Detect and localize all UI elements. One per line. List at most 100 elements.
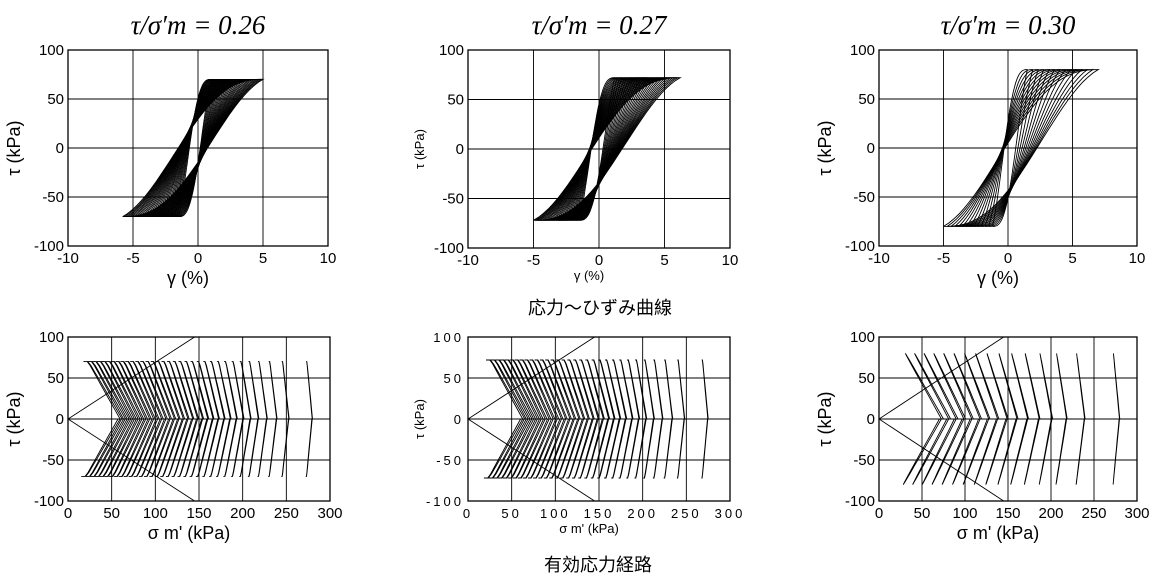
- x-tick-label: 0: [463, 506, 473, 521]
- stress-path-cycle: [247, 361, 260, 477]
- stress-path-cycle: [223, 361, 238, 477]
- stress-path-cycle: [643, 359, 655, 479]
- x-tick-label: 50: [501, 506, 521, 521]
- y-axis-label: τ (kPa): [815, 120, 835, 175]
- x-tick-label: -5: [937, 250, 950, 267]
- stress-path-cycle: [1055, 353, 1068, 485]
- y-axis-label: τ (kPa): [412, 399, 427, 439]
- y-axis-label: τ (kPa): [4, 391, 24, 446]
- x-tick-label: 50: [103, 505, 120, 522]
- x-tick-label: 250: [671, 506, 702, 521]
- y-tick-label: -100: [845, 493, 875, 510]
- y-tick-label: 100: [850, 329, 875, 346]
- y-tick-label: -100: [434, 240, 464, 257]
- failure-line-upper: [879, 337, 1005, 420]
- y-tick-label: -50: [853, 452, 875, 469]
- stress-path-cycle: [165, 361, 190, 477]
- stress-path-cycle: [538, 359, 568, 479]
- stress-path-cycle: [202, 361, 220, 477]
- x-tick-label: 0: [64, 505, 72, 522]
- y-axis-label: τ (kPa): [412, 129, 427, 169]
- plot-area: [943, 69, 1100, 227]
- stress-path-cycle: [572, 359, 595, 479]
- y-tick-label: 50: [47, 91, 64, 108]
- plot-area: [533, 77, 682, 221]
- y-tick-label: 0: [454, 412, 464, 427]
- stress-path-cycle: [183, 361, 205, 477]
- stress-path-cycle: [268, 361, 278, 477]
- y-tick-label: 100: [439, 42, 464, 59]
- stress-path-cycle: [154, 361, 181, 477]
- x-tick-label: -10: [868, 250, 890, 267]
- y-tick-label: 50: [444, 371, 464, 386]
- stress-path-cycle: [1112, 353, 1121, 485]
- stress-path-cycle: [584, 359, 605, 479]
- y-tick-label: -50: [853, 189, 875, 206]
- stress-path-cycle: [209, 361, 226, 477]
- y-tick-label: -100: [426, 494, 464, 509]
- stress-path-cycle: [483, 359, 526, 479]
- stress-path-cycle: [305, 361, 313, 477]
- stress-path-cycle: [160, 361, 186, 477]
- stress-path-cycle: [611, 359, 628, 479]
- stress-path-cycle: [488, 359, 529, 479]
- y-tick-label: 0: [56, 140, 64, 157]
- y-tick-label: 0: [56, 411, 64, 428]
- stress-path-cycle: [95, 361, 134, 477]
- stress-path-cycle: [962, 353, 991, 485]
- stress-path-cycle: [921, 353, 959, 485]
- x-tick-label: 250: [1081, 505, 1106, 522]
- stress-path-cycle: [912, 353, 951, 485]
- y-tick-label: 100: [39, 329, 64, 346]
- x-tick-label: -5: [527, 252, 540, 269]
- stress-path-cycle: [566, 359, 590, 479]
- y-tick-label: 50: [858, 91, 875, 108]
- y-tick-label: -100: [34, 238, 64, 255]
- stress-path-cycle: [560, 359, 586, 479]
- x-tick-label: 5: [660, 252, 668, 269]
- x-tick-label: -10: [457, 252, 479, 269]
- x-tick-label: 150: [995, 505, 1020, 522]
- stress-path-cycle: [104, 361, 141, 477]
- x-axis-label: γ (%): [574, 268, 604, 283]
- stress-path-cycle: [1010, 353, 1030, 485]
- x-tick-label: 300: [1124, 505, 1149, 522]
- stress-path-cycle: [527, 359, 560, 479]
- y-tick-label: -50: [436, 453, 464, 468]
- hysteresis-loop: [943, 69, 1100, 227]
- x-tick-label: 100: [952, 505, 977, 522]
- x-tick-label: -5: [126, 250, 139, 267]
- x-tick-label: 300: [317, 505, 342, 522]
- stress-path-cycle: [1023, 353, 1041, 485]
- stress-path-cycle: [113, 361, 148, 477]
- stress-path-cycle: [590, 359, 611, 479]
- stress-path-cycle: [498, 359, 536, 479]
- y-tick-label: 100: [850, 42, 875, 59]
- y-tick-label: 0: [456, 141, 464, 158]
- stress-path-cycle: [634, 359, 648, 479]
- failure-line-lower: [879, 418, 1005, 501]
- x-tick-label: 10: [1129, 250, 1146, 267]
- plot-area: [68, 337, 313, 501]
- x-tick-label: 0: [194, 250, 202, 267]
- x-tick-label: 0: [595, 252, 603, 269]
- stress-path-cycle: [128, 361, 160, 477]
- stress-path-cycle: [149, 361, 177, 477]
- stress-path-cycle: [99, 361, 137, 477]
- x-tick-label: 100: [143, 505, 168, 522]
- x-axis-label: γ (%): [977, 268, 1019, 288]
- x-tick-label: 200: [627, 506, 658, 521]
- stress-path-cycle: [195, 361, 215, 477]
- stress-path-cycle: [1038, 353, 1054, 485]
- plot-frame: [878, 49, 1138, 247]
- y-tick-label: -50: [442, 191, 464, 208]
- stress-path-cycle: [578, 359, 600, 479]
- x-axis-label: σ m' (kPa): [559, 521, 619, 536]
- stress-path-cycle: [618, 359, 634, 479]
- stress-path-cycle: [123, 361, 156, 477]
- stress-path-cycle: [931, 353, 967, 485]
- x-tick-label: 200: [1038, 505, 1063, 522]
- plot-area: [468, 337, 709, 501]
- x-tick-label: 150: [186, 505, 211, 522]
